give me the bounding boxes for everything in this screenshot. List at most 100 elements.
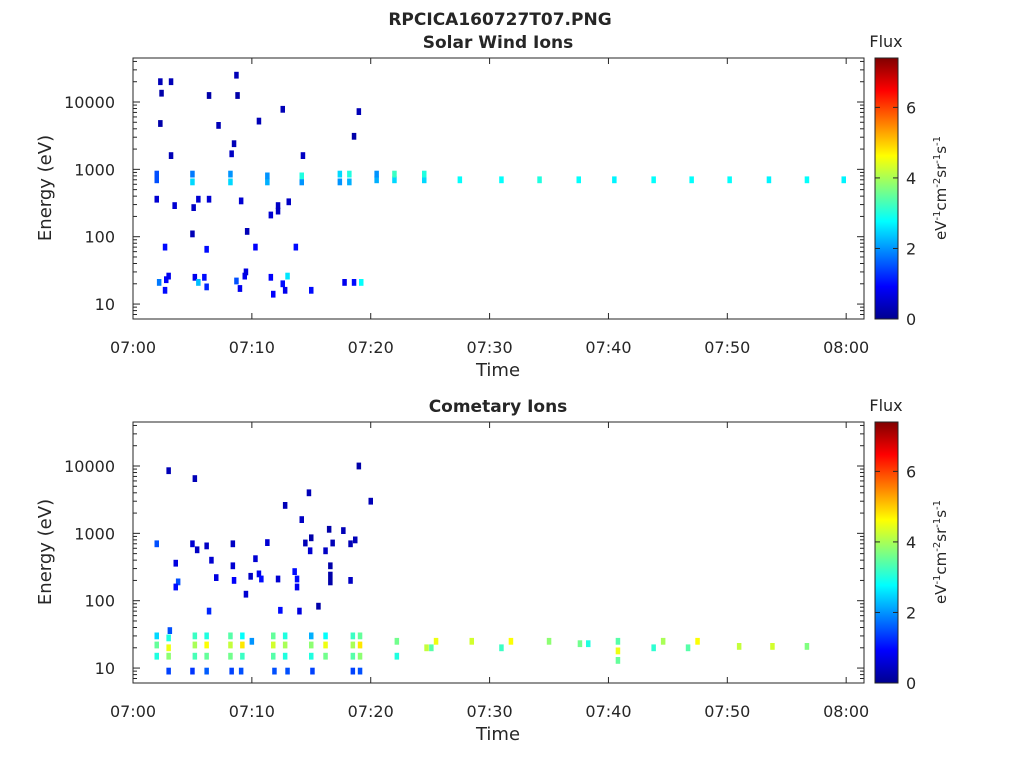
heatmap-cell [615,637,621,645]
heatmap-cell [228,632,233,640]
heatmap-cell [766,176,772,184]
heatmap-cell [586,640,591,648]
heatmap-cell [271,641,276,649]
heatmap-cell [804,176,810,184]
heatmap-cell [166,634,171,642]
y-axis: 10 100 1000 10000 [64,424,864,684]
heatmap-cell [359,279,364,286]
heatmap-cell [175,578,181,586]
heatmap-cell [469,637,474,645]
plot-area [133,58,864,319]
heatmap-cell [228,641,233,649]
heatmap-cell [300,152,306,159]
plot-frame [132,57,865,320]
heatmap-cell [374,170,379,178]
heatmap-cell [204,283,209,291]
heatmap-cell [326,525,332,533]
heatmap-cell [282,652,288,660]
heatmap-cell [282,502,288,509]
x-tick-label: 07:50 [704,702,750,721]
heatmap-cell [394,652,400,660]
heatmap-cell [310,667,315,675]
colorbar-gradient [874,421,899,684]
heatmap-cell [204,245,209,253]
heatmap-cell [770,643,775,650]
x-axis: 07:00 07:10 07:20 07:30 07:40 07:50 08:00 [110,422,869,721]
heatmap-cell [357,667,363,675]
heatmap-cell [209,556,214,564]
heatmap-cell [216,122,221,129]
heatmap-cell [328,578,333,586]
heatmap-cells [154,462,810,675]
heatmap-cell [294,583,300,591]
heatmap-cell [612,176,617,184]
heatmap-cell [348,577,353,584]
heatmap-cell [154,652,159,660]
heatmap-cell [303,539,308,547]
y-tick-label: 1000 [74,524,115,543]
colorbar-unit-label: eV-1cm-2sr-1s-1 [932,500,950,604]
heatmap-cell [173,559,178,567]
heatmap-cell [309,286,314,294]
heatmap-cell [328,571,333,579]
heatmap-cell [271,290,276,298]
heatmap-cell [392,170,397,178]
heatmap-cell [154,540,159,548]
heatmap-cell [154,195,159,203]
colorbar-tick-label: 0 [906,310,916,329]
heatmap-cell [392,176,397,184]
heatmap-cell [337,170,343,178]
heatmap-cell [268,273,274,281]
heatmap-cell [166,644,171,652]
heatmap-cell [736,643,742,650]
x-axis-label: Time [475,724,520,745]
heatmap-cell [351,279,357,286]
heatmap-cell [309,652,314,660]
heatmap-cell [299,172,304,180]
heatmap-cell [240,652,245,660]
heatmap-cell [294,575,300,583]
heatmap-cell [299,516,304,523]
heatmap-cell [350,632,356,640]
heatmap-cell [307,547,313,555]
heatmap-cell [192,475,198,482]
heatmap-cell [166,667,171,675]
x-tick-label: 07:20 [348,338,394,357]
heatmap-cell [158,120,163,127]
panel-title: Solar Wind Ions [423,33,574,53]
heatmap-cell [192,273,198,281]
heatmap-cell [651,176,656,184]
heatmap-cell [206,195,212,203]
heatmap-cell [167,627,173,634]
heatmap-cell [196,195,201,203]
heatmap-cell [243,268,249,276]
heatmap-cell [457,176,463,184]
heatmap-cell [275,575,281,583]
x-axis: 07:00 07:10 07:20 07:30 07:40 07:50 08:00 [110,58,869,357]
x-tick-label: 07:10 [229,702,275,721]
heatmap-cell [253,555,258,563]
heatmap-cell [234,277,239,285]
heatmap-cell [429,644,434,652]
heatmap-cell [576,176,581,184]
heatmap-cell [350,667,356,675]
heatmap-cell [422,176,427,184]
y-tick-label: 10 [95,295,115,314]
heatmap-cell [249,637,255,645]
heatmap-cell [356,462,362,470]
heatmap-cell [577,640,583,648]
plot-area [133,422,864,683]
colorbar-title: Flux [869,32,902,51]
colorbar-tick-label: 2 [906,239,916,258]
x-tick-label: 07:40 [585,702,631,721]
heatmap-cell [275,202,281,209]
heatmap-cell [230,540,236,548]
heatmap-cell [615,657,621,664]
heatmap-cell [316,602,321,610]
heatmap-cell [253,243,258,251]
heatmap-cell [164,276,169,284]
heatmap-cell [433,637,439,645]
y-tick-label: 100 [84,228,115,247]
heatmap-cell [204,641,209,649]
heatmap-cell [394,637,400,645]
